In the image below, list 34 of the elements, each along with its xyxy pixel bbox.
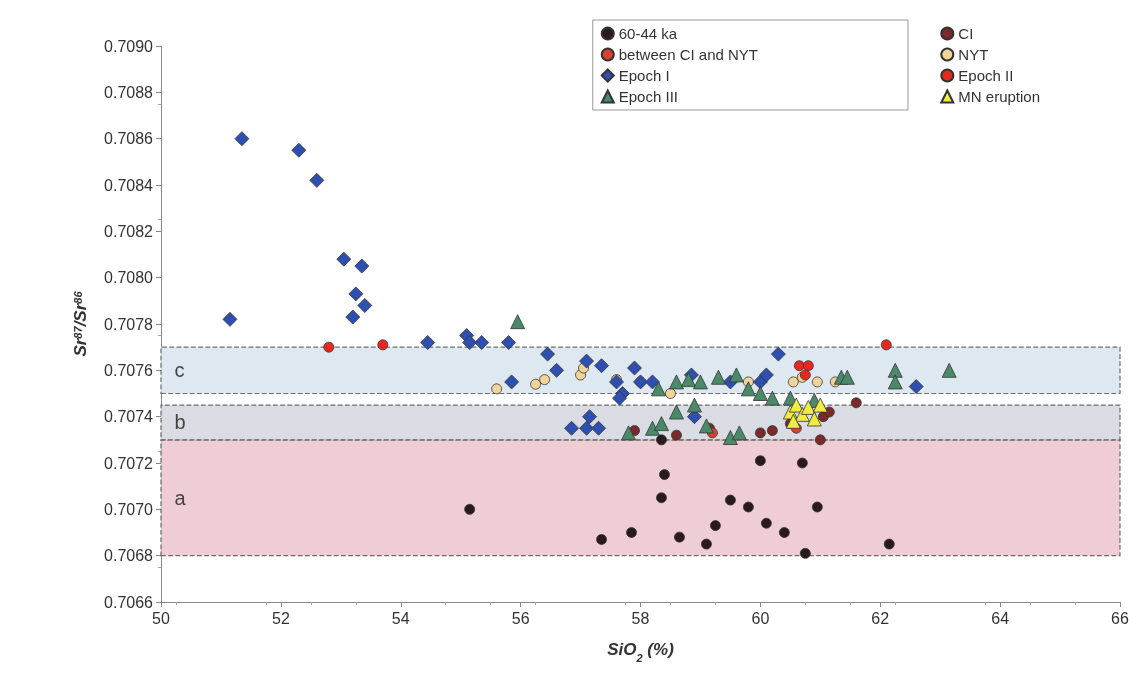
- y-tick-label: 0.7066: [104, 593, 154, 611]
- legend-label: NYT: [958, 46, 989, 63]
- x-tick-label: 54: [391, 609, 410, 627]
- x-tick-label: 64: [991, 609, 1010, 627]
- y-tick-label: 0.7070: [104, 500, 154, 518]
- x-tick-label: 66: [1111, 609, 1129, 627]
- x-tick-label: 58: [631, 609, 650, 627]
- x-tick-label: 60: [751, 609, 770, 627]
- y-tick-label: 0.7084: [104, 176, 154, 194]
- legend-label: Epoch III: [618, 88, 678, 105]
- y-tick-label: 0.7090: [104, 37, 154, 55]
- y-tick-label: 0.7076: [104, 361, 154, 379]
- y-tick-label: 0.7074: [104, 408, 154, 426]
- y-tick-label: 0.7078: [104, 315, 154, 333]
- legend-label: CI: [958, 25, 974, 42]
- y-tick-label: 0.7072: [104, 454, 154, 472]
- band-label: c: [174, 359, 185, 382]
- y-tick-label: 0.7080: [104, 269, 154, 287]
- band-label: a: [174, 486, 187, 509]
- legend-label: Epoch I: [618, 67, 670, 84]
- legend-label: Epoch II: [958, 67, 1014, 84]
- legend-label: MN eruption: [958, 88, 1040, 105]
- y-tick-label: 0.7082: [104, 222, 154, 240]
- y-tick-label: 0.7086: [104, 130, 154, 148]
- y-tick-label: 0.7088: [104, 83, 154, 101]
- x-tick-label: 52: [271, 609, 290, 627]
- band-label: b: [174, 411, 186, 434]
- y-axis-title: Sr87/Sr86: [71, 290, 90, 357]
- x-tick-label: 62: [871, 609, 890, 627]
- x-tick-label: 56: [511, 609, 530, 627]
- legend-label: 60-44 ka: [618, 25, 678, 42]
- x-tick-label: 50: [152, 609, 170, 627]
- y-tick-label: 0.7068: [104, 547, 154, 565]
- legend-label: between CI and NYT: [618, 46, 759, 63]
